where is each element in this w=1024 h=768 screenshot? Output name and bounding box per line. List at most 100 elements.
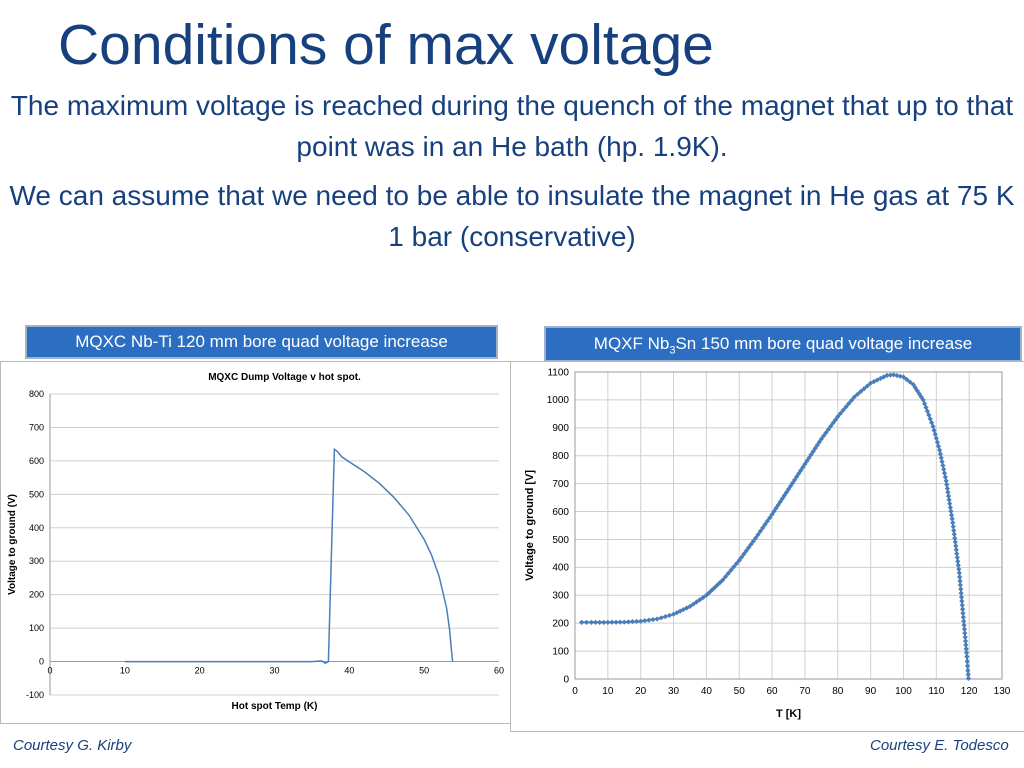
data-point <box>952 539 958 545</box>
data-point <box>964 663 971 669</box>
data-point <box>806 455 812 461</box>
data-point <box>658 615 664 621</box>
data-point <box>874 377 880 383</box>
y-tick-label: 700 <box>29 422 44 432</box>
data-point <box>728 567 734 573</box>
data-point <box>943 478 949 484</box>
data-point <box>881 374 887 380</box>
right-label-subscript: 3 <box>669 344 676 357</box>
data-point <box>814 442 820 448</box>
data-point <box>965 671 971 678</box>
y-tick-label: 500 <box>29 489 44 499</box>
data-point <box>950 520 956 526</box>
data-point <box>960 614 966 620</box>
data-point <box>934 439 941 445</box>
data-point <box>965 675 972 682</box>
data-point <box>961 622 967 628</box>
y-tick-label: 1100 <box>547 367 569 378</box>
right-chart-frame: 0 100 200 300 400 500 600 700 800 900 1000 1100 0 10 2… <box>510 361 1024 732</box>
data-point <box>950 523 956 530</box>
data-point <box>891 372 897 378</box>
data-point <box>955 562 961 568</box>
x-tick-label: 120 <box>961 686 978 697</box>
y-tick-label: 200 <box>552 619 569 630</box>
y-tick-label: 300 <box>552 591 569 602</box>
data-point <box>823 430 829 436</box>
data-point <box>846 401 852 407</box>
data-point <box>957 582 963 588</box>
data-point <box>858 388 864 395</box>
data-point <box>773 505 779 511</box>
data-point <box>654 616 660 622</box>
y-tick-label: 800 <box>552 451 569 462</box>
data-point <box>929 420 935 426</box>
y-tick-label: 400 <box>552 563 569 574</box>
data-point <box>945 489 951 495</box>
data-point <box>953 543 959 549</box>
data-point <box>578 619 585 625</box>
data-point <box>932 431 938 437</box>
y-tick-label: 100 <box>29 623 44 633</box>
y-tick-label: 900 <box>552 423 569 434</box>
data-point <box>835 414 841 420</box>
data-point <box>787 483 794 489</box>
y-tick-label: 600 <box>552 507 569 518</box>
x-tick-label: 130 <box>994 686 1011 697</box>
mqxc-chart: -100 0 100 200 300 400 500 600 700 800 0 10 20 30 40 50… <box>7 372 504 712</box>
right-label-part2: Sn 150 mm bore quad voltage increase <box>675 334 973 353</box>
courtesy-right: Courtesy E. Todesco <box>870 737 1009 754</box>
data-point <box>670 611 677 617</box>
x-tick-label: 20 <box>635 686 647 697</box>
data-point <box>935 443 942 449</box>
data-point <box>625 619 631 625</box>
x-tick-label: 40 <box>344 666 354 676</box>
data-point <box>941 470 948 476</box>
x-axis-label: T [K] <box>776 708 801 720</box>
data-point <box>828 423 834 429</box>
data-point <box>767 515 773 521</box>
mqxf-chart: 0 100 200 300 400 500 600 700 800 900 1000 1100 0 10 2… <box>524 367 1011 720</box>
data-point <box>894 372 900 379</box>
data-point <box>956 566 962 572</box>
data-point <box>871 379 877 385</box>
data-point <box>775 502 781 508</box>
data-point <box>588 619 595 625</box>
x-tick-label: 80 <box>832 686 844 697</box>
courtesy-left: Courtesy G. Kirby <box>13 737 132 754</box>
data-point <box>965 668 971 674</box>
data-point <box>942 474 948 480</box>
data-point <box>798 467 804 473</box>
left-chart-frame: -100 0 100 200 300 400 500 600 700 800 0 10 20 30 40 50… <box>0 361 512 724</box>
data-point <box>962 630 968 636</box>
data-point <box>936 447 943 453</box>
y-tick-label: 1000 <box>547 395 570 406</box>
chart-title: MQXC Dump Voltage v hot spot. <box>208 372 361 383</box>
data-point <box>939 459 945 465</box>
data-point <box>771 508 777 514</box>
data-point <box>832 417 839 423</box>
data-point <box>783 489 790 495</box>
x-tick-label: 50 <box>734 686 746 697</box>
data-point <box>916 391 922 397</box>
data-point <box>962 634 968 640</box>
data-point <box>825 426 831 433</box>
data-point <box>613 619 619 625</box>
data-point <box>910 381 916 388</box>
data-point <box>958 590 964 596</box>
y-axis-label: Voltage to ground [V] <box>524 470 536 581</box>
intro-paragraph: The maximum voltage is reached during th… <box>10 90 1014 162</box>
data-point <box>690 601 696 607</box>
x-axis-label: Hot spot Temp (K) <box>232 701 318 712</box>
y-axis-label: Voltage to ground (V) <box>7 494 18 595</box>
series-line <box>581 373 970 679</box>
data-point <box>808 452 814 458</box>
data-point <box>818 436 824 442</box>
y-tick-label: 700 <box>552 479 569 490</box>
y-tick-label: 600 <box>29 456 44 466</box>
data-point <box>736 557 742 563</box>
x-tick-label: 10 <box>602 686 614 697</box>
left-chart-label: MQXC Nb-Ti 120 mm bore quad voltage incr… <box>25 325 498 359</box>
x-tick-label: 70 <box>799 686 811 697</box>
data-point <box>662 614 668 620</box>
x-tick-label: 0 <box>47 666 52 676</box>
